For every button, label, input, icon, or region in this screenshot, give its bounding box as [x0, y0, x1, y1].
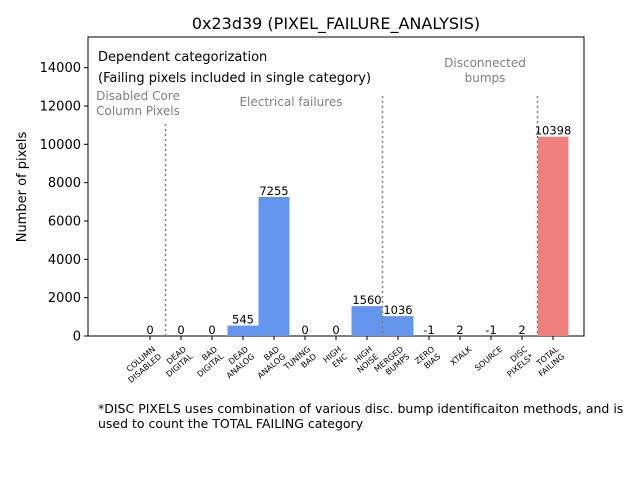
- bar-value-label: -1: [423, 323, 434, 337]
- y-tick-label: 6000: [48, 215, 81, 230]
- x-tick-label: ZEROBIAS: [413, 345, 442, 374]
- group-label: bumps: [465, 71, 506, 85]
- legend-line-2: (Failing pixels included in single categ…: [98, 71, 371, 86]
- x-tick-label: BADANALOG: [250, 345, 288, 381]
- x-tick-label: BADDIGITAL: [189, 344, 225, 379]
- x-tick-label: DEADDIGITAL: [158, 344, 194, 379]
- y-tick-label: 2000: [48, 291, 81, 306]
- x-tick-label: MERGEDBUMPS: [373, 345, 412, 382]
- bars: [227, 136, 569, 336]
- bar-value-label: 0: [146, 323, 153, 337]
- x-tick-label-line: SOURCE: [473, 345, 504, 373]
- bar-value-label: 7255: [259, 184, 288, 198]
- x-tick-label: DEADANALOG: [219, 345, 257, 381]
- x-tick-label: HIGHENC: [322, 344, 350, 372]
- x-tick-label: DISCPIXELS*: [499, 344, 535, 379]
- bar-value-label: 0: [208, 323, 215, 337]
- group-dividers: [164, 96, 539, 336]
- bar-value-label: -1: [485, 323, 496, 337]
- y-tick-label: 12000: [40, 100, 81, 115]
- chart-title: 0x23d39 (PIXEL_FAILURE_ANALYSIS): [192, 14, 480, 34]
- x-axis-ticks: COLUMNDISABLED DEADDIGITAL BADDIGITAL DEADA…: [120, 336, 567, 385]
- bar: [351, 306, 383, 336]
- bar-value-label: 0: [332, 323, 339, 337]
- y-tick-label: 0: [73, 330, 81, 345]
- footnote: *DISC PIXELS uses combination of various…: [98, 401, 624, 431]
- y-tick-label: 4000: [48, 253, 81, 268]
- y-axis-ticks: 0 2000 4000 6000 8000 10000 12000 14000: [40, 61, 88, 345]
- group-label: Column Pixels: [96, 104, 180, 118]
- x-tick-label: COLUMNDISABLED: [120, 345, 163, 385]
- x-tick-label: TOTALFAILING: [531, 344, 567, 378]
- y-tick-label: 8000: [48, 176, 81, 191]
- bar: [537, 136, 569, 336]
- x-tick-label: TUNINGBAD: [282, 345, 319, 380]
- bar-value-label: 0: [177, 323, 184, 337]
- bar: [227, 325, 259, 336]
- y-axis-label: Number of pixels: [15, 131, 30, 242]
- x-tick-label: SOURCE: [473, 345, 504, 373]
- bar-value-label: 1036: [383, 303, 412, 317]
- bar-value-label: 2: [518, 323, 525, 337]
- x-tick-label: XTALK: [449, 344, 474, 367]
- bar-value-label: 10398: [535, 124, 572, 138]
- bar: [258, 196, 290, 336]
- bar-value-label: 0: [301, 323, 308, 337]
- bar-value-label: 1560: [352, 293, 381, 307]
- y-tick-label: 14000: [40, 61, 81, 76]
- bar: [382, 316, 414, 336]
- x-tick-label-line: XTALK: [449, 344, 474, 367]
- group-label: Disconnected: [444, 56, 526, 70]
- bar-value-label: 2: [456, 323, 463, 337]
- bar-value-label: 545: [232, 313, 254, 327]
- y-tick-label: 10000: [40, 138, 81, 153]
- group-label: Electrical failures: [239, 95, 342, 109]
- group-label: Disabled Core: [96, 89, 180, 103]
- legend-line-1: Dependent categorization: [98, 50, 267, 65]
